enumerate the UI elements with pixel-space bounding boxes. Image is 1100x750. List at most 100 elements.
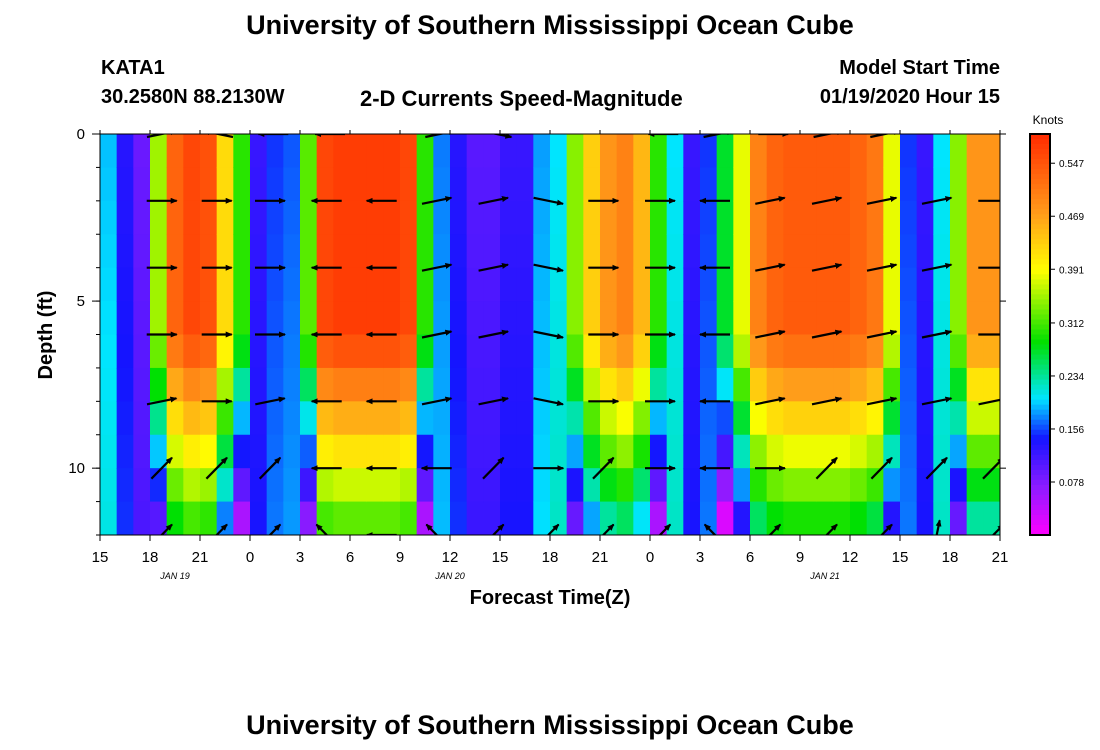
current-arrow	[978, 398, 1000, 406]
heatmap-cell	[783, 134, 801, 169]
heatmap-cell	[950, 267, 968, 302]
heatmap-cell	[450, 234, 468, 269]
heatmap-cell	[966, 134, 984, 169]
heatmap-cell	[350, 234, 368, 269]
heatmap-cell	[950, 234, 968, 269]
heatmap-cell	[866, 200, 884, 235]
heatmap-cell	[283, 234, 301, 269]
colorbar-segment	[1030, 349, 1050, 356]
current-arrow	[533, 330, 564, 340]
colorbar-segment	[1030, 284, 1050, 290]
heatmap-cell	[200, 334, 218, 369]
colorbar-unit: Knots	[1033, 113, 1064, 127]
heatmap-cell	[950, 134, 968, 169]
heatmap-cell	[466, 167, 484, 202]
current-arrow	[146, 396, 178, 406]
heatmap-cell	[366, 267, 384, 302]
heatmap-cell	[266, 167, 284, 202]
colorbar-segment	[1030, 509, 1050, 516]
heatmap-cell	[800, 234, 818, 269]
heatmap-cell	[216, 200, 234, 235]
colorbar-segment	[1030, 304, 1050, 311]
heatmap-cell	[583, 134, 601, 169]
current-arrow	[755, 396, 786, 406]
x-tick-label: 9	[396, 549, 404, 566]
heatmap-cell	[133, 200, 151, 235]
heatmap-cell	[400, 200, 418, 235]
x-tick-label: 21	[192, 549, 209, 566]
heatmap-cell	[633, 200, 651, 235]
heatmap-cell	[650, 367, 668, 402]
heatmap-cell	[700, 134, 718, 169]
colorbar-segment	[1030, 234, 1050, 240]
heatmap-cell	[250, 334, 268, 369]
heatmap-cell	[416, 434, 434, 469]
heatmap-cell	[916, 267, 934, 302]
heatmap-cell	[550, 200, 568, 235]
heatmap-cell	[833, 501, 851, 535]
heatmap-cell	[783, 234, 801, 269]
heatmap-cell	[183, 267, 201, 302]
heatmap-cell	[733, 200, 751, 235]
heatmap-cell	[466, 134, 484, 169]
heatmap-cell	[216, 501, 234, 535]
heatmap-cell	[733, 501, 751, 535]
heatmap-cell	[983, 501, 1000, 535]
heatmap-cell	[983, 301, 1000, 336]
heatmap-cell	[633, 301, 651, 336]
heatmap-cell	[116, 234, 134, 269]
current-arrow	[755, 329, 786, 339]
current-arrow	[491, 134, 513, 139]
heatmap-cell	[200, 301, 218, 336]
heatmap-cell	[450, 267, 468, 302]
current-arrow	[925, 456, 948, 480]
colorbar-segment	[1030, 449, 1050, 456]
heatmap-cell	[666, 134, 684, 169]
heatmap-cell	[100, 267, 118, 302]
heatmap-cell	[733, 434, 751, 469]
heatmap-cell	[283, 134, 301, 169]
heatmap-cell	[150, 267, 168, 302]
heatmap-cell	[250, 234, 268, 269]
heatmap-cell	[333, 301, 351, 336]
heatmap-cell	[500, 401, 518, 436]
heatmap-cell	[616, 301, 634, 336]
heatmap-cell	[916, 301, 934, 336]
colorbar-segment	[1030, 139, 1050, 145]
heatmap-cell	[500, 234, 518, 269]
heatmap-cell	[283, 334, 301, 369]
heatmap-cell	[833, 401, 851, 436]
colorbar-segment	[1030, 274, 1050, 280]
heatmap-cell	[483, 401, 501, 436]
heatmap-cell	[950, 468, 968, 503]
heatmap-cell	[983, 434, 1000, 469]
x-tick-label: 18	[542, 549, 559, 566]
current-arrow	[491, 523, 505, 535]
heatmap-cell	[883, 367, 901, 402]
heatmap-cell	[733, 234, 751, 269]
heatmap-cell	[633, 401, 651, 436]
heatmap-cell	[700, 501, 718, 535]
current-arrow	[202, 134, 234, 139]
heatmap-cell	[500, 301, 518, 336]
heatmap-cell	[900, 301, 918, 336]
heatmap-cell	[583, 367, 601, 402]
heatmap-cell	[333, 200, 351, 235]
current-arrow	[533, 397, 564, 407]
heatmap-cell	[966, 367, 984, 402]
colorbar-tick-label: 0.469	[1059, 212, 1084, 223]
x-tick-label: 3	[296, 549, 304, 566]
heatmap-cell	[583, 501, 601, 535]
heatmap-cell	[683, 167, 701, 202]
heatmap-cell	[250, 267, 268, 302]
heatmap-cell	[383, 267, 401, 302]
heatmap-cell	[400, 401, 418, 436]
colorbar-segment	[1030, 454, 1050, 461]
heatmap-cell	[666, 367, 684, 402]
current-arrow	[268, 523, 282, 535]
heatmap-cell	[716, 134, 734, 169]
heatmap-cell	[116, 501, 134, 535]
heatmap-cell	[800, 434, 818, 469]
heatmap-cell	[283, 401, 301, 436]
heatmap-cell	[966, 301, 984, 336]
